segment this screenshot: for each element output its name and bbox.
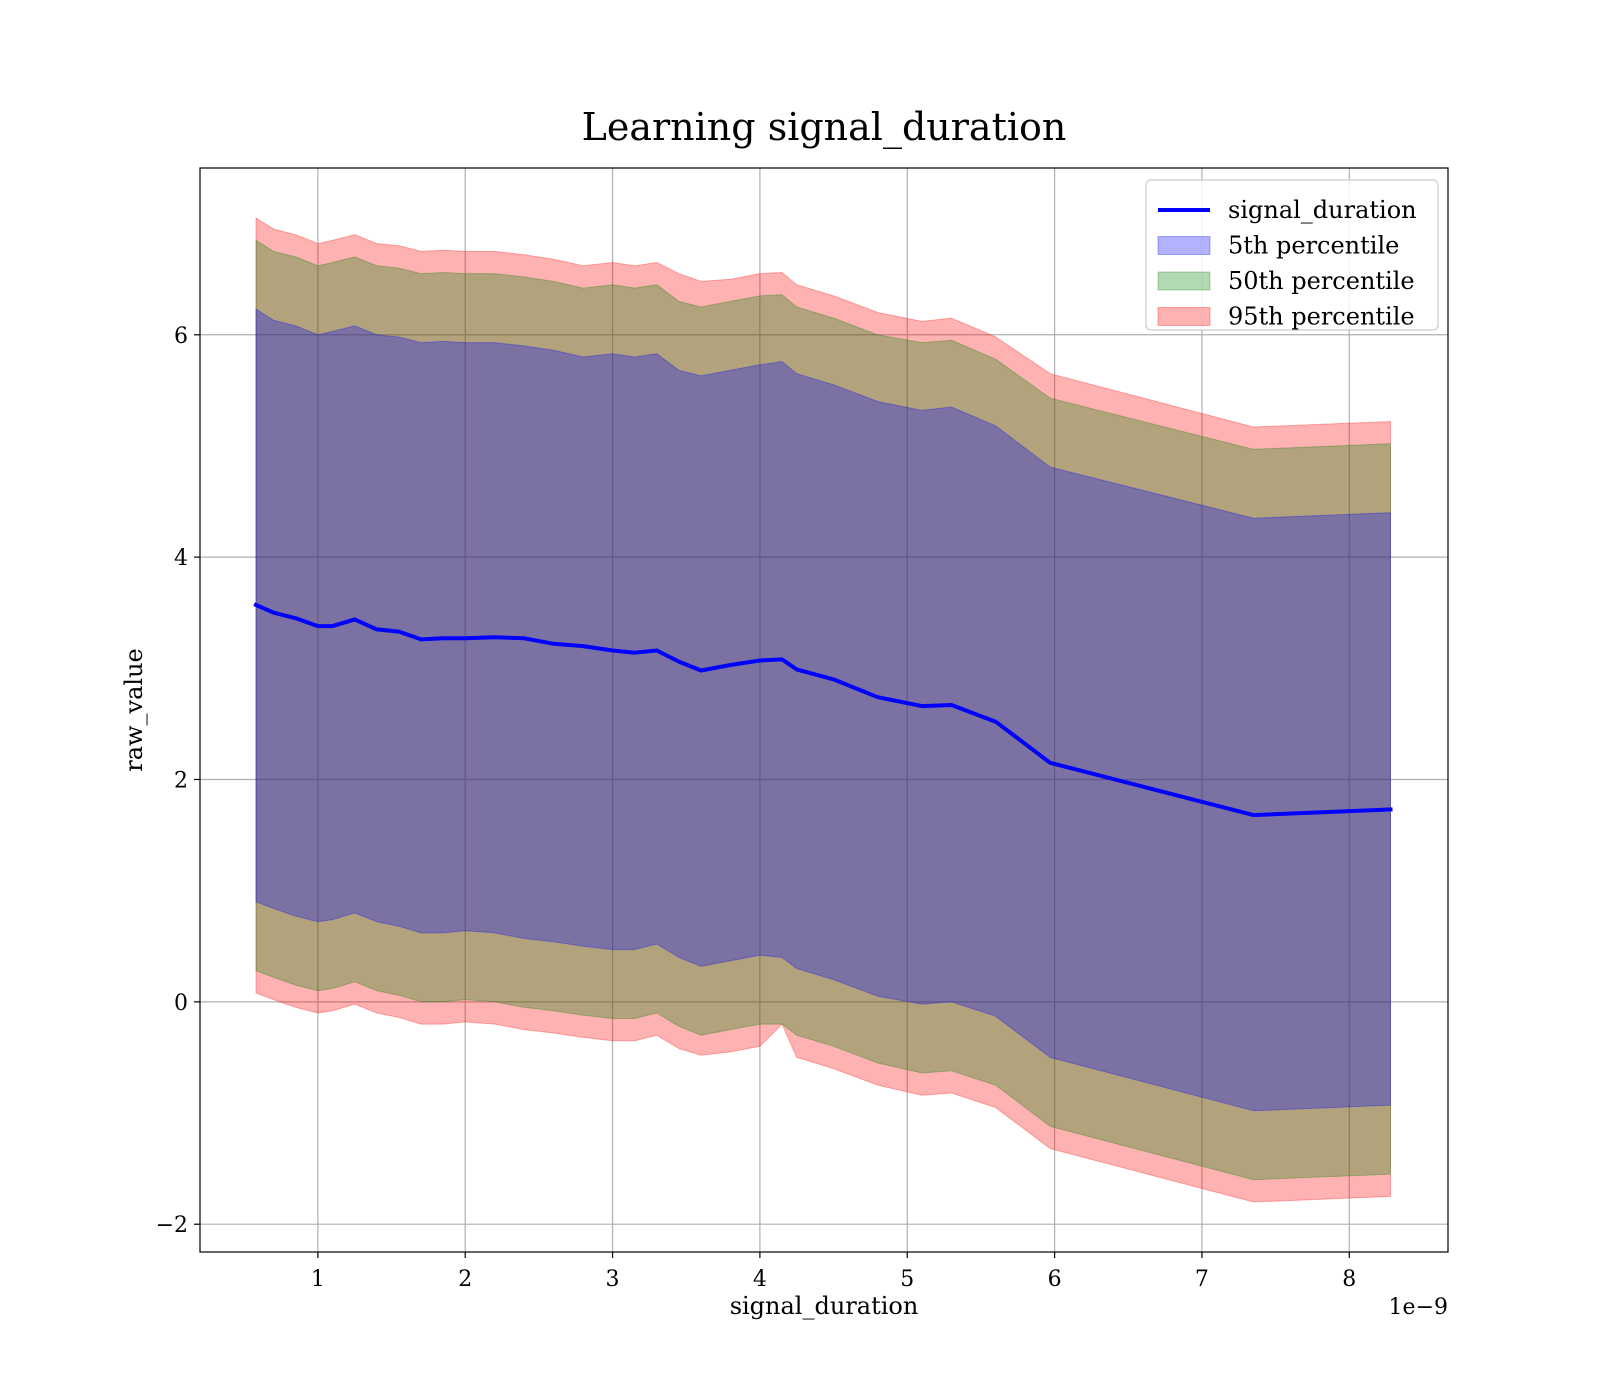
y-tick-label: 0 [174, 991, 188, 1016]
y-tick-label: 4 [174, 546, 188, 571]
legend-swatch-5th-percentile [1157, 236, 1211, 255]
legend-swatch-95th-percentile [1157, 307, 1211, 326]
legend-label-5th-percentile: 5th percentile [1228, 232, 1399, 260]
grid [200, 168, 1448, 1252]
series-lines [253, 602, 1393, 818]
x-axis-label: signal_duration [730, 1292, 919, 1320]
series-line-signal-duration [253, 602, 1393, 818]
percentile-bands [255, 217, 1391, 1203]
y-axis-label: raw_value [120, 648, 148, 772]
y-tick-label: 6 [174, 324, 188, 349]
x-tick-label: 8 [1342, 1267, 1356, 1292]
x-axis-offset-label: 1e−9 [1389, 1295, 1448, 1320]
legend-label-95th-percentile: 95th percentile [1228, 303, 1415, 331]
x-tick-label: 4 [753, 1267, 767, 1292]
x-tick-label: 7 [1195, 1267, 1209, 1292]
x-tick-label: 5 [900, 1267, 914, 1292]
x-tick-label: 6 [1048, 1267, 1062, 1292]
plot-frame [199, 167, 1449, 1253]
x-tick-label: 3 [606, 1267, 620, 1292]
legend-swatch-50th-percentile [1157, 271, 1211, 291]
legend-box [1145, 179, 1439, 331]
y-tick-label: −2 [156, 1213, 188, 1238]
x-tick-label: 1 [311, 1267, 325, 1292]
band-95th-percentile [255, 217, 1391, 1203]
y-tick-label: 2 [174, 768, 188, 793]
axis-ticks: 1 2 3 4 5 6 7 8 −2 0 2 4 6 [156, 324, 1357, 1292]
legend: signal_duration 5th percentile 50th percen… [1145, 179, 1439, 331]
chart-title: Learning signal_duration [582, 105, 1067, 150]
band-5th-percentile [255, 308, 1391, 1112]
legend-label-signal-duration: signal_duration [1228, 196, 1417, 224]
legend-label-50th-percentile: 50th percentile [1228, 267, 1415, 295]
x-tick-label: 2 [458, 1267, 472, 1292]
band-50th-percentile [255, 239, 1391, 1181]
